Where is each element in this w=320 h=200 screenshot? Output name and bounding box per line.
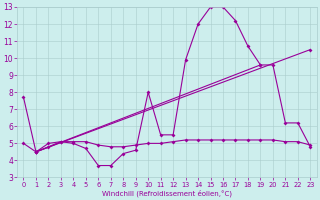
X-axis label: Windchill (Refroidissement éolien,°C): Windchill (Refroidissement éolien,°C) <box>102 189 232 197</box>
